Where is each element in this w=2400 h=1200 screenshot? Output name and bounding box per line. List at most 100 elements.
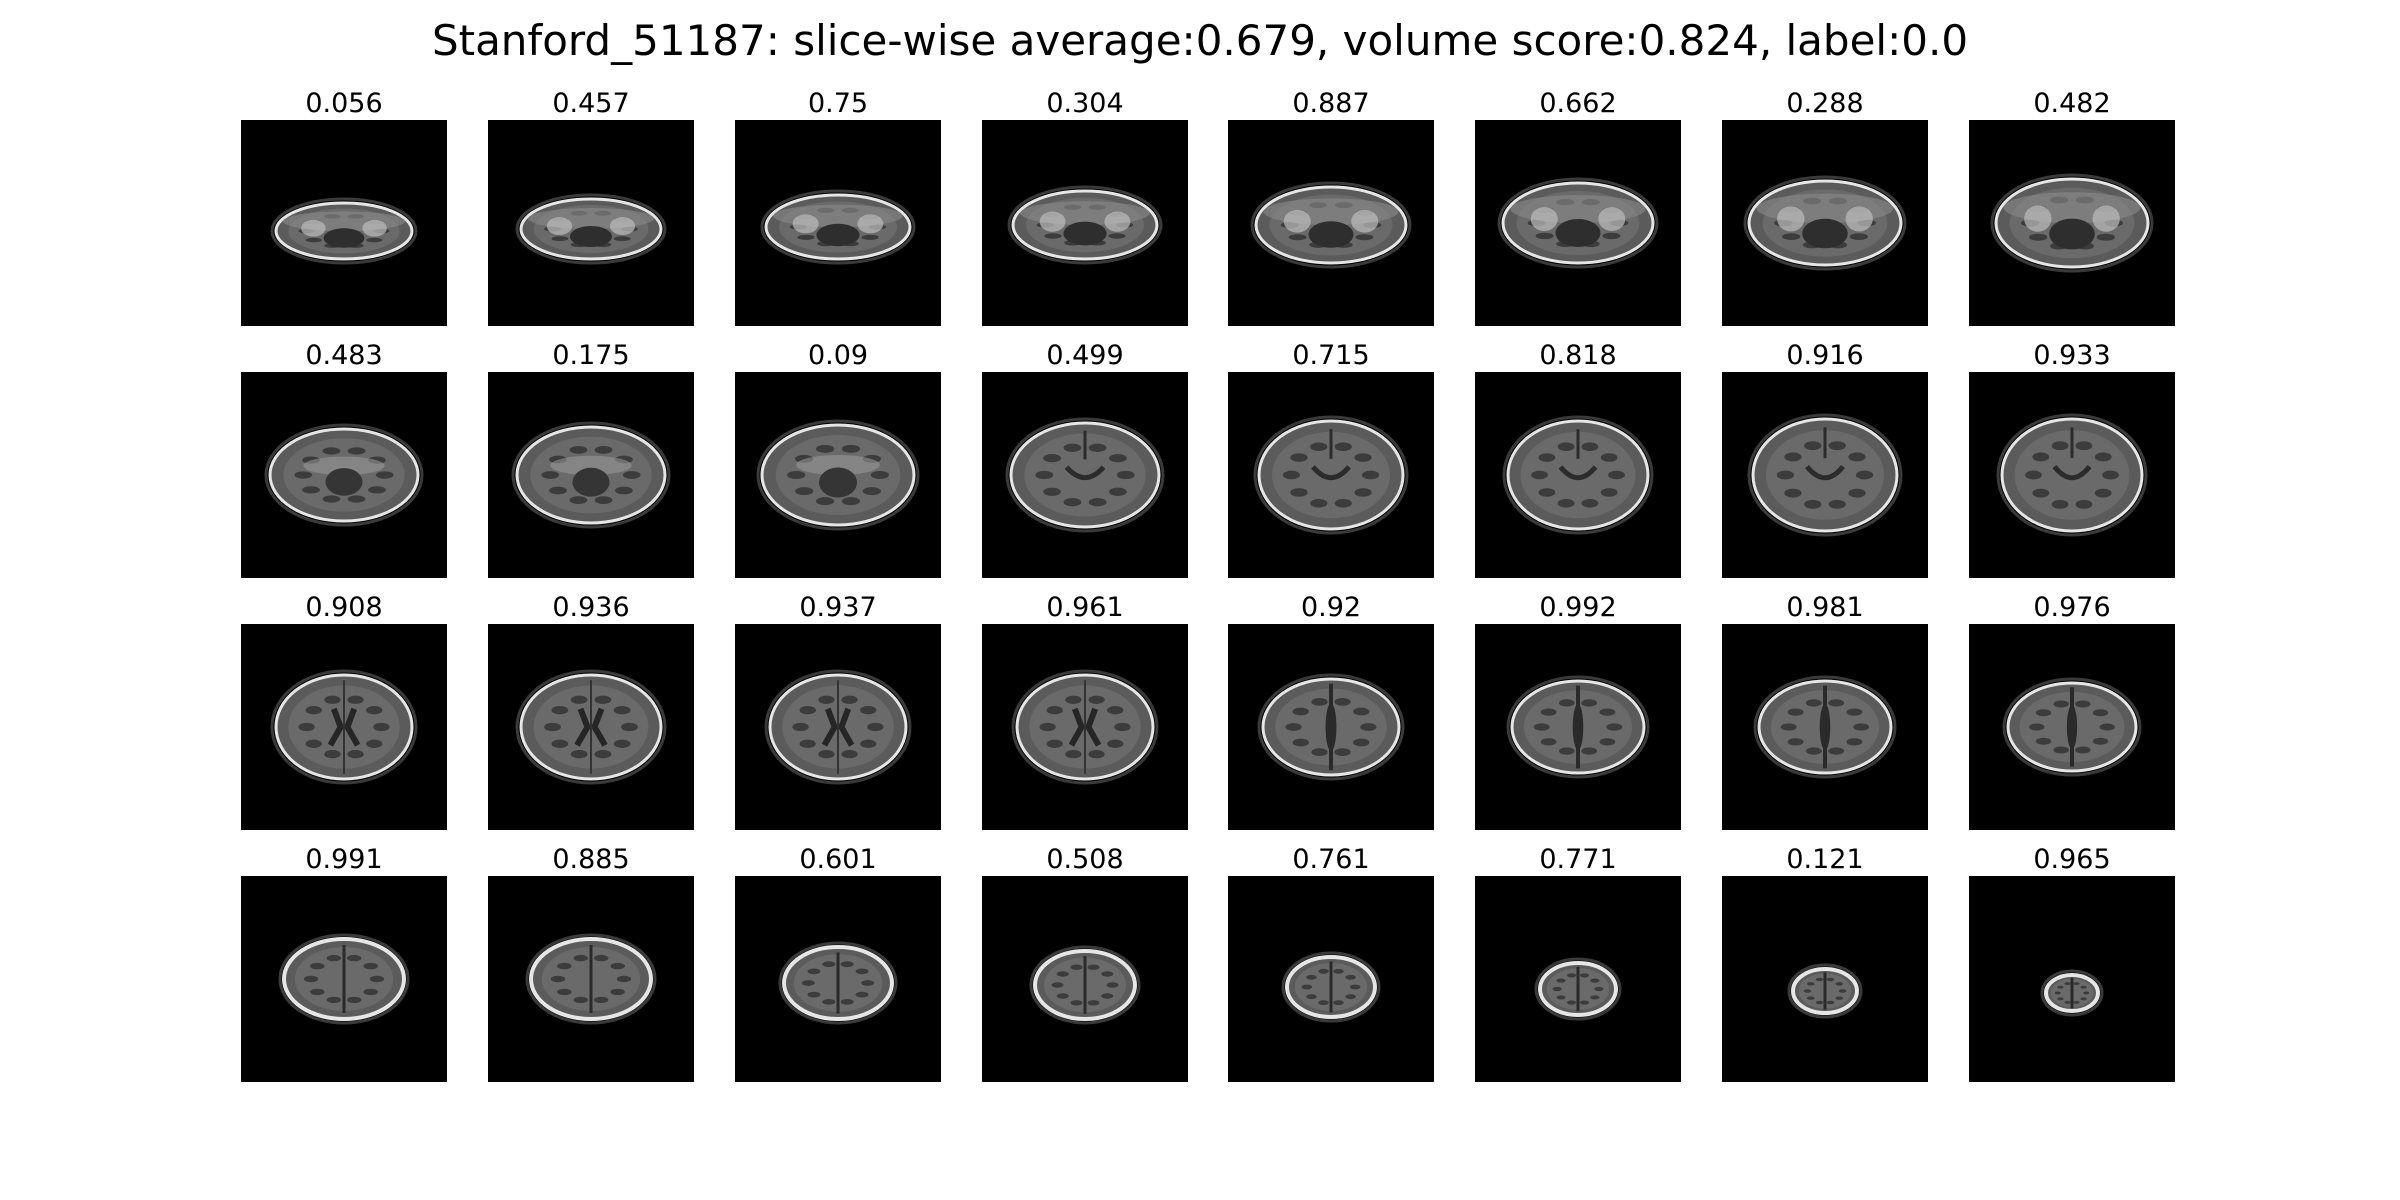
mri-slice-image [1969, 120, 2175, 326]
slice-score-label: 0.09 [715, 338, 961, 374]
mri-slice-image [1475, 372, 1681, 578]
mri-slice-graphic [241, 372, 447, 578]
mri-slice-graphic [488, 876, 694, 1082]
slice-score-label: 0.991 [221, 842, 467, 878]
mri-slice-image [1475, 876, 1681, 1082]
slice-panel: 0.483 [241, 338, 447, 578]
mri-slice-graphic [1475, 876, 1681, 1082]
slice-score-label: 0.483 [221, 338, 467, 374]
mri-slice-image [982, 624, 1188, 830]
slice-score-label: 0.981 [1702, 590, 1948, 626]
mri-slice-graphic [1969, 120, 2175, 326]
slice-panel: 0.508 [982, 842, 1188, 1082]
slice-panel: 0.304 [982, 86, 1188, 326]
mri-slice-graphic [735, 372, 941, 578]
mri-slice-graphic [1475, 120, 1681, 326]
slice-score-label: 0.936 [468, 590, 714, 626]
mri-slice-graphic [1228, 876, 1434, 1082]
slice-panel: 0.908 [241, 590, 447, 830]
slice-panel: 0.961 [982, 590, 1188, 830]
mri-slice-graphic [1969, 624, 2175, 830]
mri-slice-graphic [982, 372, 1188, 578]
mri-slice-graphic [241, 624, 447, 830]
mri-slice-graphic [1722, 624, 1928, 830]
slice-score-label: 0.771 [1455, 842, 1701, 878]
mri-slice-graphic [1475, 372, 1681, 578]
mri-slice-image [735, 120, 941, 326]
mri-slice-graphic [1475, 624, 1681, 830]
slice-panel: 0.288 [1722, 86, 1928, 326]
slice-score-label: 0.937 [715, 590, 961, 626]
mri-slice-graphic [488, 624, 694, 830]
mri-slice-graphic [1228, 120, 1434, 326]
mri-slice-graphic [488, 120, 694, 326]
slice-panel: 0.887 [1228, 86, 1434, 326]
slice-score-label: 0.916 [1702, 338, 1948, 374]
mri-slice-image [982, 120, 1188, 326]
mri-slice-graphic [735, 876, 941, 1082]
slice-score-label: 0.887 [1208, 86, 1454, 122]
mri-slice-image [488, 876, 694, 1082]
slice-score-label: 0.508 [962, 842, 1208, 878]
mri-slice-image [488, 372, 694, 578]
mri-slice-image [982, 372, 1188, 578]
mri-slice-image [1969, 372, 2175, 578]
mri-slice-image [1228, 876, 1434, 1082]
mri-slice-graphic [1969, 876, 2175, 1082]
slice-score-label: 0.976 [1949, 590, 2195, 626]
mri-slice-image [1228, 624, 1434, 830]
slice-panel: 0.75 [735, 86, 941, 326]
slice-score-label: 0.761 [1208, 842, 1454, 878]
slice-panel: 0.916 [1722, 338, 1928, 578]
mri-slice-image [1722, 624, 1928, 830]
slice-score-label: 0.92 [1208, 590, 1454, 626]
slice-panel: 0.981 [1722, 590, 1928, 830]
mri-slice-graphic [488, 372, 694, 578]
mri-slice-image [735, 624, 941, 830]
slice-panel: 0.933 [1969, 338, 2175, 578]
slice-score-label: 0.818 [1455, 338, 1701, 374]
slice-score-label: 0.482 [1949, 86, 2195, 122]
mri-slice-image [1228, 120, 1434, 326]
slice-panel: 0.09 [735, 338, 941, 578]
mri-slice-image [735, 876, 941, 1082]
slice-score-label: 0.662 [1455, 86, 1701, 122]
slice-panel: 0.92 [1228, 590, 1434, 830]
slice-score-label: 0.457 [468, 86, 714, 122]
slice-panel: 0.771 [1475, 842, 1681, 1082]
mri-slice-image [1722, 372, 1928, 578]
mri-slice-image [1722, 120, 1928, 326]
slice-panel: 0.937 [735, 590, 941, 830]
mri-slice-image [1475, 120, 1681, 326]
mri-slice-image [1722, 876, 1928, 1082]
mri-slice-graphic [735, 120, 941, 326]
slice-score-label: 0.304 [962, 86, 1208, 122]
mri-slice-graphic [241, 120, 447, 326]
slice-panel: 0.056 [241, 86, 447, 326]
slice-score-label: 0.965 [1949, 842, 2195, 878]
slice-panel: 0.662 [1475, 86, 1681, 326]
mri-slice-image [982, 876, 1188, 1082]
mri-slice-graphic [982, 876, 1188, 1082]
mri-slice-image [1228, 372, 1434, 578]
slice-panel: 0.499 [982, 338, 1188, 578]
slice-panel: 0.761 [1228, 842, 1434, 1082]
slice-score-label: 0.288 [1702, 86, 1948, 122]
slice-panel: 0.601 [735, 842, 941, 1082]
slice-score-label: 0.499 [962, 338, 1208, 374]
mri-slice-graphic [982, 120, 1188, 326]
slice-score-label: 0.885 [468, 842, 714, 878]
slice-score-label: 0.933 [1949, 338, 2195, 374]
mri-slice-graphic [735, 624, 941, 830]
slice-panel: 0.457 [488, 86, 694, 326]
slice-score-label: 0.715 [1208, 338, 1454, 374]
slice-score-label: 0.75 [715, 86, 961, 122]
slice-score-label: 0.961 [962, 590, 1208, 626]
mri-slice-image [488, 624, 694, 830]
mri-slice-image [241, 876, 447, 1082]
slice-panel: 0.965 [1969, 842, 2175, 1082]
slice-score-label: 0.056 [221, 86, 467, 122]
mri-slice-graphic [1722, 876, 1928, 1082]
mri-slice-image [1475, 624, 1681, 830]
